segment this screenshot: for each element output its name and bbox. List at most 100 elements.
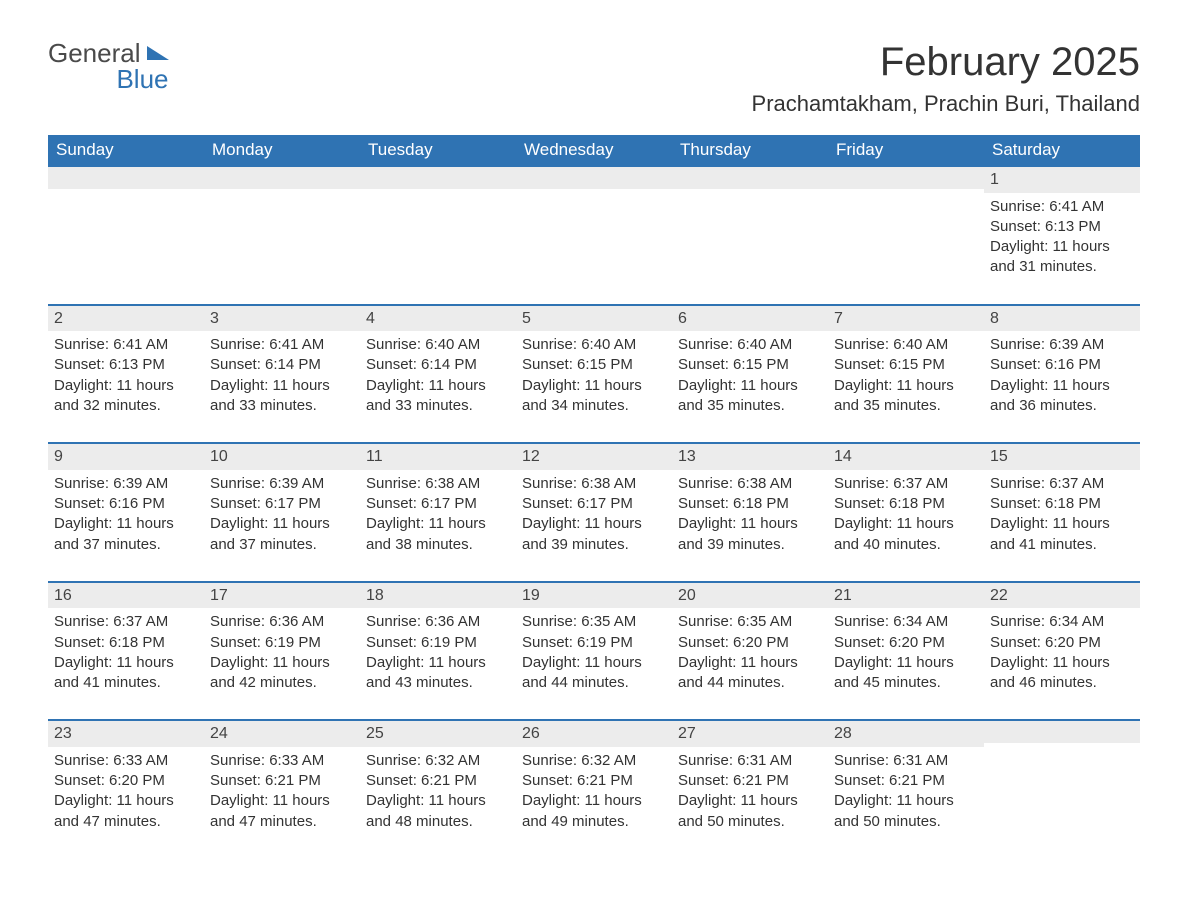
sunrise-text: Sunrise: 6:37 AM [54,612,198,632]
sunrise-text: Sunrise: 6:41 AM [990,197,1134,217]
daylight-text: Daylight: 11 hours [990,514,1134,534]
day-number: 17 [204,583,360,609]
calendar-table: SundayMondayTuesdayWednesdayThursdayFrid… [48,135,1140,858]
sunset-text: Sunset: 6:19 PM [210,633,354,653]
week-row: 2Sunrise: 6:41 AMSunset: 6:13 PMDaylight… [48,305,1140,444]
sunrise-text: Sunrise: 6:38 AM [678,474,822,494]
sunrise-text: Sunrise: 6:34 AM [834,612,978,632]
daylight-text: Daylight: 11 hours [210,653,354,673]
day-number: 18 [360,583,516,609]
calendar-body: 1Sunrise: 6:41 AMSunset: 6:13 PMDaylight… [48,166,1140,858]
day-cell: 17 Sunrise: 6:36 AMSunset: 6:19 PMDayligh… [204,582,360,721]
day-cell: 3Sunrise: 6:41 AMSunset: 6:14 PMDaylight… [204,305,360,444]
day-number [828,167,984,189]
sunrise-text: Sunrise: 6:32 AM [522,751,666,771]
sunrise-text: Sunrise: 6:39 AM [54,474,198,494]
daylight-text: and 38 minutes. [366,535,510,555]
sunrise-text: Sunrise: 6:36 AM [366,612,510,632]
sunset-text: Sunset: 6:14 PM [210,355,354,375]
day-cell: 25Sunrise: 6:32 AMSunset: 6:21 PMDayligh… [360,720,516,858]
daylight-text: and 44 minutes. [522,673,666,693]
day-cell: 27Sunrise: 6:31 AMSunset: 6:21 PMDayligh… [672,720,828,858]
sunrise-text: Sunrise: 6:37 AM [990,474,1134,494]
sunset-text: Sunset: 6:20 PM [54,771,198,791]
day-number: 19 [516,583,672,609]
day-cell: 26Sunrise: 6:32 AMSunset: 6:21 PMDayligh… [516,720,672,858]
sunset-text: Sunset: 6:17 PM [522,494,666,514]
day-header: Saturday [984,135,1140,166]
daylight-text: Daylight: 11 hours [522,514,666,534]
week-row: 9Sunrise: 6:39 AMSunset: 6:16 PMDaylight… [48,443,1140,582]
day-cell: 11Sunrise: 6:38 AMSunset: 6:17 PMDayligh… [360,443,516,582]
day-number: 1 [984,167,1140,193]
day-number [984,721,1140,743]
day-cell: 12Sunrise: 6:38 AMSunset: 6:17 PMDayligh… [516,443,672,582]
brand-word-1: General [48,40,141,66]
daylight-text: Daylight: 11 hours [834,376,978,396]
sunrise-text: Sunrise: 6:33 AM [210,751,354,771]
sunrise-text: Sunrise: 6:37 AM [834,474,978,494]
day-number: 6 [672,306,828,332]
week-row: 16Sunrise: 6:37 AMSunset: 6:18 PMDayligh… [48,582,1140,721]
day-cell: 6Sunrise: 6:40 AMSunset: 6:15 PMDaylight… [672,305,828,444]
daylight-text: and 46 minutes. [990,673,1134,693]
sunset-text: Sunset: 6:19 PM [522,633,666,653]
daylight-text: Daylight: 11 hours [990,376,1134,396]
sunset-text: Sunset: 6:14 PM [366,355,510,375]
sunset-text: Sunset: 6:20 PM [678,633,822,653]
daylight-text: and 39 minutes. [678,535,822,555]
day-cell: 8Sunrise: 6:39 AMSunset: 6:16 PMDaylight… [984,305,1140,444]
sunrise-text: Sunrise: 6:40 AM [366,335,510,355]
sunset-text: Sunset: 6:17 PM [210,494,354,514]
day-number [48,167,204,189]
daylight-text: Daylight: 11 hours [834,514,978,534]
daylight-text: and 45 minutes. [834,673,978,693]
daylight-text: and 32 minutes. [54,396,198,416]
daylight-text: Daylight: 11 hours [210,514,354,534]
daylight-text: Daylight: 11 hours [678,376,822,396]
day-number: 28 [828,721,984,747]
day-cell: 18Sunrise: 6:36 AMSunset: 6:19 PMDayligh… [360,582,516,721]
daylight-text: and 33 minutes. [210,396,354,416]
daylight-text: and 44 minutes. [678,673,822,693]
day-cell [48,166,204,305]
day-number: 26 [516,721,672,747]
day-cell [204,166,360,305]
sunset-text: Sunset: 6:21 PM [834,771,978,791]
day-header: Wednesday [516,135,672,166]
day-number: 2 [48,306,204,332]
day-header: Friday [828,135,984,166]
sunrise-text: Sunrise: 6:31 AM [678,751,822,771]
daylight-text: and 35 minutes. [834,396,978,416]
brand-logo: General Blue [48,40,169,92]
daylight-text: Daylight: 11 hours [210,376,354,396]
sunset-text: Sunset: 6:18 PM [54,633,198,653]
daylight-text: and 50 minutes. [834,812,978,832]
daylight-text: and 42 minutes. [210,673,354,693]
day-number: 15 [984,444,1140,470]
day-cell: 1Sunrise: 6:41 AMSunset: 6:13 PMDaylight… [984,166,1140,305]
day-header: Sunday [48,135,204,166]
daylight-text: Daylight: 11 hours [834,653,978,673]
day-number [516,167,672,189]
day-number: 14 [828,444,984,470]
sunrise-text: Sunrise: 6:39 AM [210,474,354,494]
daylight-text: Daylight: 11 hours [210,791,354,811]
day-cell: 9Sunrise: 6:39 AMSunset: 6:16 PMDaylight… [48,443,204,582]
day-number: 20 [672,583,828,609]
daylight-text: Daylight: 11 hours [522,376,666,396]
sunset-text: Sunset: 6:15 PM [678,355,822,375]
day-number: 24 [204,721,360,747]
sunrise-text: Sunrise: 6:32 AM [366,751,510,771]
sunrise-text: Sunrise: 6:35 AM [522,612,666,632]
sunrise-text: Sunrise: 6:40 AM [834,335,978,355]
sunrise-text: Sunrise: 6:36 AM [210,612,354,632]
day-number: 21 [828,583,984,609]
daylight-text: and 34 minutes. [522,396,666,416]
day-number: 12 [516,444,672,470]
daylight-text: Daylight: 11 hours [522,653,666,673]
daylight-text: Daylight: 11 hours [366,791,510,811]
daylight-text: Daylight: 11 hours [54,653,198,673]
brand-word-2: Blue [48,66,169,92]
sunset-text: Sunset: 6:20 PM [990,633,1134,653]
